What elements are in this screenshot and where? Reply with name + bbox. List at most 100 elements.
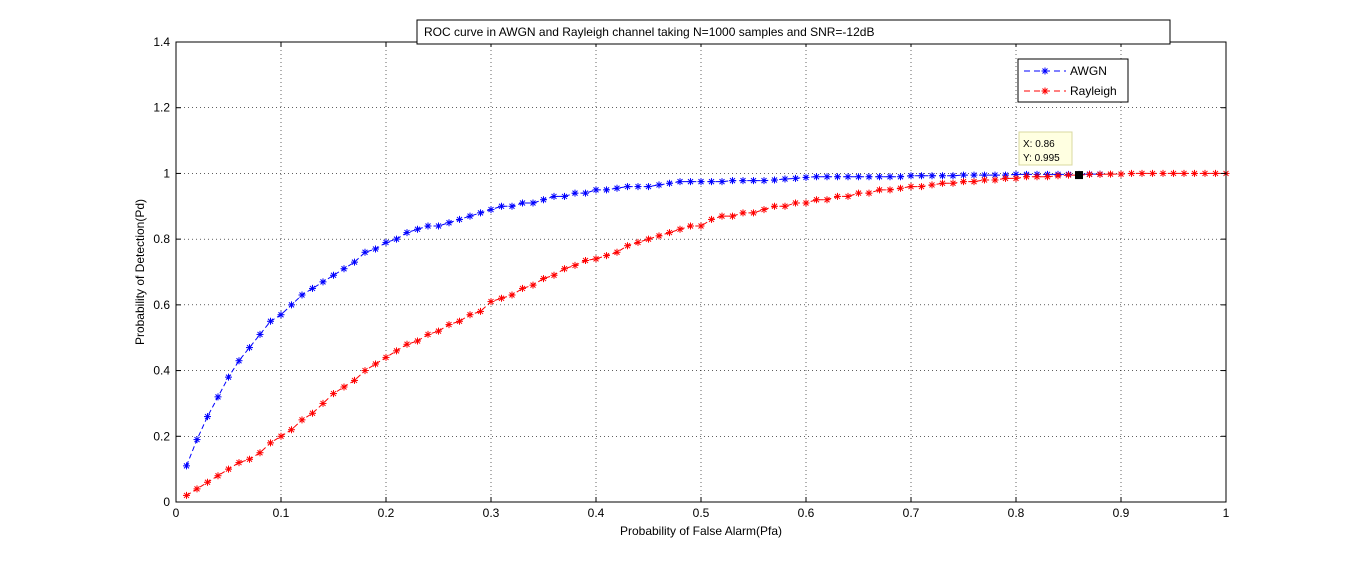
data-point-awgn: [456, 215, 463, 223]
y-tick-label: 1.2: [153, 101, 170, 115]
data-point-awgn: [886, 173, 894, 181]
data-point-awgn: [498, 202, 505, 210]
data-point-awgn: [351, 258, 358, 266]
x-tick-label: 0.7: [903, 506, 920, 520]
data-point-awgn: [225, 373, 232, 381]
data-point-rayleigh: [865, 189, 873, 197]
data-point-awgn: [508, 202, 516, 210]
data-point-rayleigh: [750, 209, 757, 217]
data-point-rayleigh: [456, 317, 463, 325]
data-point-rayleigh: [1002, 174, 1009, 182]
data-point-awgn: [382, 238, 390, 246]
data-point-rayleigh: [729, 212, 736, 220]
data-point-rayleigh: [592, 255, 600, 263]
data-point-rayleigh: [886, 186, 894, 194]
data-point-awgn: [424, 222, 432, 230]
data-point-rayleigh: [760, 206, 768, 214]
data-point-rayleigh: [918, 183, 925, 191]
data-point-rayleigh: [1107, 170, 1114, 178]
data-point-rayleigh: [1065, 171, 1072, 179]
data-point-awgn: [414, 225, 421, 233]
data-point-rayleigh: [1201, 169, 1209, 177]
y-tick-label: 0.4: [153, 364, 170, 378]
data-point-awgn: [277, 311, 285, 319]
data-point-rayleigh: [739, 209, 747, 217]
data-point-awgn: [697, 178, 705, 186]
data-point-rayleigh: [487, 298, 495, 306]
data-point-rayleigh: [676, 225, 684, 233]
data-point-awgn: [645, 183, 652, 191]
data-point-rayleigh: [540, 275, 547, 283]
data-point-awgn: [970, 171, 978, 179]
data-point-awgn: [813, 173, 820, 181]
data-point-rayleigh: [498, 294, 505, 302]
data-tip-box: [1018, 131, 1073, 166]
data-point-rayleigh: [1170, 169, 1177, 177]
axis-ticks: 0 0.1 0.2 0.3 0.4 0.5 0.6 0.7 0.8 0.9 1 0 0.2 0.4 0.6 0…: [153, 35, 1229, 520]
data-point-awgn: [267, 317, 274, 325]
data-point-rayleigh: [666, 229, 673, 237]
data-point-awgn: [708, 178, 715, 186]
data-point-rayleigh: [1180, 169, 1188, 177]
data-point-rayleigh: [393, 347, 400, 355]
data-point-rayleigh: [792, 199, 799, 207]
data-point-awgn: [561, 192, 568, 200]
x-tick-label: 0.1: [273, 506, 290, 520]
data-point-awgn: [865, 173, 873, 181]
data-point-awgn: [991, 171, 999, 179]
data-point-awgn: [823, 173, 831, 181]
data-point-awgn: [193, 436, 201, 444]
data-point-awgn: [204, 413, 211, 421]
data-point-rayleigh: [844, 192, 852, 200]
data-point-awgn: [214, 393, 222, 401]
data-point-rayleigh: [687, 222, 694, 230]
data-point-rayleigh: [477, 307, 484, 315]
data-point-rayleigh: [361, 367, 369, 375]
data-point-rayleigh: [445, 321, 453, 329]
data-tip[interactable]: X: 0.86 Y: 0.995: [1018, 131, 1083, 180]
data-point-awgn: [750, 177, 757, 185]
data-point-rayleigh: [939, 179, 946, 187]
data-point-awgn: [235, 357, 243, 365]
data-point-rayleigh: [970, 178, 978, 186]
data-point-rayleigh: [1128, 169, 1135, 177]
series-layer: [183, 169, 1230, 499]
data-point-rayleigh: [1044, 173, 1051, 181]
data-point-rayleigh: [582, 257, 589, 264]
data-point-rayleigh: [928, 181, 936, 189]
legend: AWGN Rayleigh: [1017, 58, 1129, 103]
data-point-awgn: [792, 174, 799, 182]
x-tick-label: 0.6: [798, 506, 815, 520]
y-tick-label: 0.6: [153, 298, 170, 312]
data-point-rayleigh: [960, 178, 967, 186]
y-tick-label: 0.2: [153, 429, 170, 443]
data-point-rayleigh: [183, 491, 190, 499]
data-point-awgn: [918, 172, 925, 180]
data-point-rayleigh: [1086, 170, 1093, 178]
data-point-awgn: [666, 179, 673, 187]
x-tick-label: 0.4: [588, 506, 605, 520]
x-tick-label: 0.3: [483, 506, 500, 520]
data-point-rayleigh: [823, 196, 831, 204]
data-point-rayleigh: [1117, 170, 1125, 178]
data-point-rayleigh: [876, 186, 883, 194]
data-point-rayleigh: [781, 202, 789, 210]
data-point-rayleigh: [771, 202, 778, 210]
data-point-rayleigh: [897, 184, 904, 192]
data-point-rayleigh: [193, 485, 201, 493]
data-point-rayleigh: [529, 281, 537, 289]
data-point-rayleigh: [403, 340, 411, 348]
data-tip-marker[interactable]: [1075, 171, 1083, 180]
data-point-rayleigh: [466, 311, 474, 319]
legend-asterisk-awgn: [1041, 67, 1049, 75]
data-point-rayleigh: [1012, 174, 1020, 182]
data-point-awgn: [876, 173, 883, 181]
data-point-rayleigh: [802, 199, 810, 207]
data-tip-x: X: 0.86: [1023, 139, 1055, 150]
data-point-awgn: [739, 177, 747, 185]
data-point-awgn: [529, 199, 537, 207]
data-point-awgn: [246, 344, 253, 352]
legend-box: [1017, 58, 1129, 103]
data-point-rayleigh: [267, 439, 274, 447]
data-point-rayleigh: [1149, 169, 1156, 177]
